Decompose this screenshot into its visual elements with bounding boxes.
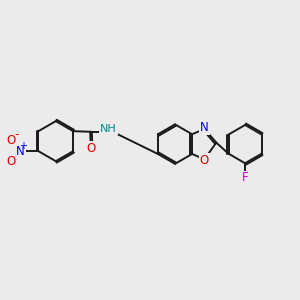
Text: O: O [86,142,95,155]
Text: N: N [200,121,209,134]
Text: O: O [6,134,15,147]
Text: +: + [19,141,26,151]
Text: -: - [14,128,19,142]
Text: N: N [16,145,25,158]
Text: F: F [242,172,248,184]
Text: O: O [200,154,209,167]
Text: O: O [6,155,15,168]
Text: NH: NH [100,124,117,134]
